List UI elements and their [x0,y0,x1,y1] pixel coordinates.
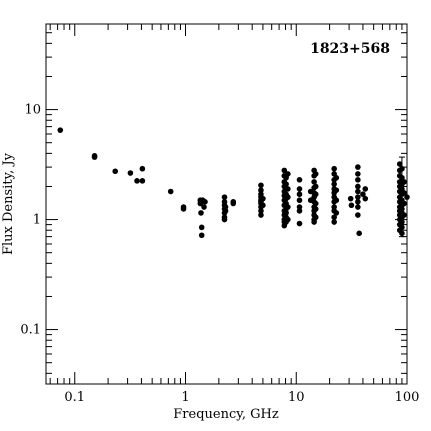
y-tick-label: 1 [33,213,41,228]
data-point [348,202,355,209]
x-tick-label: 0.1 [64,390,85,405]
data-point [401,212,407,218]
data-point [285,216,291,223]
axis-ticks [46,23,408,384]
data-point [283,210,289,216]
data-point [127,170,134,176]
data-point [307,188,314,195]
data-point [331,181,337,187]
data-point [112,168,119,175]
data-point [139,178,146,184]
data-point [307,197,314,204]
data-point [355,171,361,177]
data-point [312,191,319,198]
data-point [355,183,361,190]
data-point [285,186,291,192]
x-tick-labels: 0.1 1 10 100 [64,390,419,405]
data-point [355,212,361,218]
data-point [202,199,208,205]
data-point [399,219,405,225]
data-point [360,191,366,198]
data-point [296,186,303,192]
data-point [355,194,361,200]
x-tick-label: 1 [181,390,189,405]
data-point [221,194,228,200]
data-point [258,182,264,189]
data-point [399,224,405,231]
data-point [258,187,264,193]
plot-frame [45,23,408,385]
data-point [312,206,319,212]
data-point [312,171,319,177]
data-point [134,178,140,184]
data-point [283,181,289,187]
data-point [296,220,303,227]
data-point [285,194,291,200]
data-point [399,206,405,212]
data-point [347,195,354,202]
data-point [356,230,362,237]
x-tick-label: 100 [395,390,420,405]
data-point [355,188,361,195]
data-point [362,186,369,192]
data-point [139,165,146,172]
data-point [180,206,187,212]
data-point [401,179,407,185]
data-point [198,210,204,216]
data-point [198,232,205,239]
data-point [201,204,207,210]
data-point [260,195,266,202]
data-point [399,165,405,172]
data-point [312,214,319,221]
data-point [285,171,291,177]
x-axis-label: Frequency, GHz [173,407,279,422]
y-tick-label: 0.1 [20,323,41,338]
data-point [399,174,405,181]
data-point [311,219,317,225]
data-point [355,199,361,205]
data-point [333,197,340,204]
data-point [230,200,237,207]
data-point [198,224,205,231]
x-tick-label: 10 [288,390,305,405]
y-axis-label: Flux Density, Jy [1,152,16,255]
data-point [312,200,319,207]
data-point [333,187,340,193]
data-point [331,165,337,172]
data-point [296,208,303,214]
data-point [396,161,403,167]
data-points [57,127,410,239]
data-point [401,200,407,207]
data-point [258,208,264,214]
data-point [355,204,361,210]
data-point [404,194,410,200]
data-point [331,214,337,221]
y-tick-label: 10 [24,103,41,118]
data-point [355,176,361,183]
chart-title: 1823+568 [310,41,390,57]
data-point [222,208,229,214]
data-point [57,127,64,133]
data-point [331,219,337,225]
data-point [333,174,340,181]
data-point [401,190,407,196]
data-point [285,204,291,210]
data-point [333,210,340,216]
data-point [296,191,303,198]
data-point [362,195,369,202]
data-point [167,188,174,195]
data-point [355,164,361,170]
y-tick-labels: 0.1 1 10 [20,103,41,338]
data-point [258,212,264,218]
data-point [281,167,288,174]
data-point [260,202,266,209]
data-point [296,176,303,183]
data-point [399,230,405,237]
data-point [311,179,317,185]
data-point [312,183,319,190]
data-point [221,216,228,223]
data-point [296,197,303,204]
data-point [91,154,98,160]
